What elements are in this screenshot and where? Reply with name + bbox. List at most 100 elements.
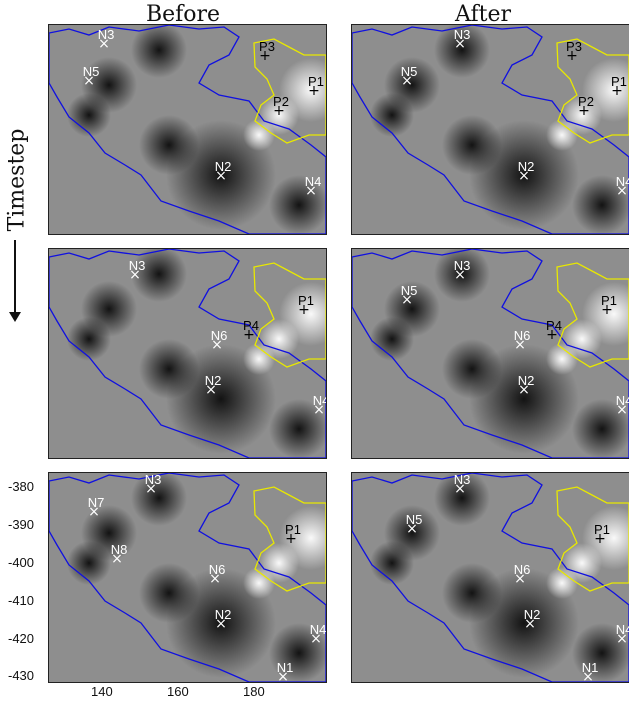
feature-marker-plus: + (578, 103, 590, 119)
feature-marker-cross: × (209, 571, 221, 587)
negative-flux-region (131, 25, 187, 78)
feature-label: N5 (406, 512, 423, 527)
feature-marker-cross: × (98, 36, 110, 52)
negative-contour (352, 25, 629, 234)
feature-marker-plus: + (594, 531, 606, 547)
timestep-axis-label: Timestep (4, 60, 30, 340)
feature-marker-cross: × (514, 337, 526, 353)
panel-row2-before: ×N3+P1+P4×N6×N2×N4 (48, 248, 327, 459)
feature-marker-cross: × (524, 616, 536, 632)
negative-flux-region (269, 399, 326, 458)
feature-marker-cross: × (616, 631, 628, 647)
y-tick-label: -410 (8, 593, 35, 608)
feature-marker-cross: × (518, 168, 530, 184)
positive-contour (556, 38, 629, 144)
negative-flux-region (370, 541, 414, 585)
feature-label: P4 (243, 318, 259, 333)
negative-flux-region (67, 317, 111, 361)
feature-label: N3 (98, 27, 115, 42)
y-tick-label: -380 (8, 479, 35, 494)
feature-label: P3 (259, 39, 275, 54)
negative-contour (352, 473, 629, 682)
negative-contour (352, 249, 629, 458)
feature-marker-cross: × (211, 337, 223, 353)
positive-contour (253, 38, 326, 144)
feature-marker-cross: × (313, 402, 325, 418)
column-title-before: Before (145, 2, 221, 27)
feature-marker-cross: × (616, 402, 628, 418)
negative-flux-region (434, 473, 490, 526)
feature-marker-cross: × (514, 571, 526, 587)
negative-flux-region (67, 93, 111, 137)
negative-flux-region (131, 473, 187, 526)
feature-label: N6 (514, 562, 531, 577)
feature-label: P1 (298, 293, 314, 308)
positive-contour (556, 486, 629, 592)
feature-marker-plus: + (566, 48, 578, 64)
feature-marker-cross: × (406, 521, 418, 537)
feature-label: P3 (566, 39, 582, 54)
positive-contour (253, 262, 326, 368)
negative-flux-region (269, 175, 326, 234)
feature-marker-cross: × (111, 551, 123, 567)
feature-label: N7 (88, 495, 105, 510)
negative-contour (49, 473, 326, 682)
positive-flux-region (546, 567, 578, 599)
negative-flux-region (269, 623, 326, 682)
feature-label: P1 (285, 522, 301, 537)
panel-row3-before: × N3 × N7 + P1 × N8 × N6 × N2 × N4 × N1 (48, 472, 327, 683)
feature-label: N4 (616, 393, 629, 408)
feature-marker-plus: + (298, 302, 310, 318)
feature-label: N2 (518, 159, 535, 174)
feature-label: P1 (611, 74, 627, 89)
panel-row3-after: ×N3×N5+P1×N6×N2×N4×N1 (351, 472, 629, 683)
feature-label: P1 (594, 522, 610, 537)
y-tick-label: -430 (8, 668, 35, 683)
feature-label: N2 (215, 607, 232, 622)
feature-label: P4 (546, 318, 562, 333)
feature-marker-cross: × (616, 183, 628, 199)
feature-label: N5 (401, 283, 418, 298)
feature-marker-cross: × (205, 382, 217, 398)
feature-label: N1 (582, 660, 599, 675)
feature-label: N3 (454, 473, 471, 487)
feature-label: N5 (401, 64, 418, 79)
feature-marker-cross: × (454, 267, 466, 283)
positive-flux-region (546, 119, 578, 151)
panel-row2-after: ×N3×N5+P1+P4×N6×N2×N4 (351, 248, 629, 459)
feature-marker-cross: × (83, 73, 95, 89)
feature-marker-cross: × (582, 669, 594, 682)
x-tick-label: 180 (243, 684, 265, 699)
feature-label: N4 (310, 622, 326, 637)
down-arrow-icon (9, 240, 21, 322)
feature-label: N2 (524, 607, 541, 622)
feature-marker-cross: × (401, 73, 413, 89)
feature-label: N3 (129, 258, 146, 273)
feature-label: N2 (205, 373, 222, 388)
negative-flux-region (442, 115, 502, 175)
feature-marker-cross: × (310, 631, 322, 647)
feature-marker-cross: × (305, 183, 317, 199)
feature-label: N3 (454, 27, 471, 42)
magnetogram-svg: ×N3×N7+P1×N8×N6×N2×N4×N1 (49, 473, 326, 682)
feature-label: N8 (111, 542, 128, 557)
feature-label: N1 (277, 660, 294, 675)
feature-label: P1 (601, 293, 617, 308)
feature-label: N4 (616, 622, 629, 637)
negative-flux-region (139, 563, 199, 623)
magnetogram-svg: ×N3×N5+P3+P1+P2×N2×N4 (352, 25, 629, 234)
x-tick-label: 140 (91, 684, 113, 699)
negative-flux-region (572, 623, 629, 682)
feature-label: N4 (313, 393, 326, 408)
feature-marker-plus: + (308, 83, 320, 99)
feature-label: N2 (518, 373, 535, 388)
positive-flux-region (243, 567, 275, 599)
feature-marker-plus: + (243, 327, 255, 343)
negative-flux-region (434, 249, 490, 302)
feature-marker-plus: + (601, 302, 613, 318)
positive-flux-region (546, 343, 578, 375)
negative-contour (49, 25, 326, 234)
feature-marker-cross: × (215, 616, 227, 632)
feature-label: N3 (145, 473, 162, 487)
negative-flux-region (139, 339, 199, 399)
